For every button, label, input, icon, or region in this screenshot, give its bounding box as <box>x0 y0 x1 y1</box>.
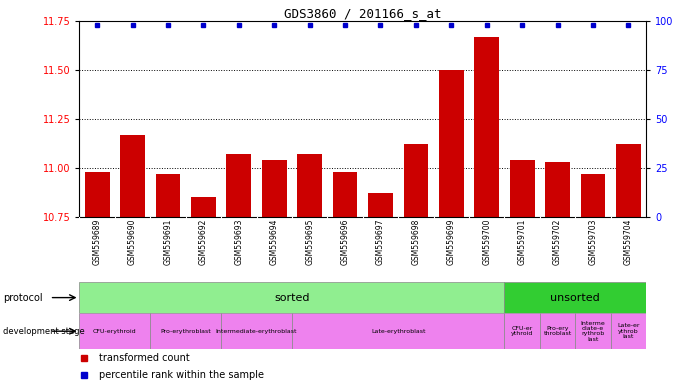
Text: Intermediate-erythroblast: Intermediate-erythroblast <box>216 329 297 334</box>
Bar <box>79 282 504 313</box>
Bar <box>297 154 322 217</box>
Text: unsorted: unsorted <box>551 293 600 303</box>
Text: Interme
diate-e
rythrob
last: Interme diate-e rythrob last <box>580 321 605 342</box>
Text: GSM559693: GSM559693 <box>234 218 243 265</box>
Bar <box>540 313 575 349</box>
Bar <box>504 282 646 313</box>
Text: GSM559696: GSM559696 <box>341 218 350 265</box>
Bar <box>545 162 570 217</box>
Bar <box>474 37 499 217</box>
Text: Late-erythroblast: Late-erythroblast <box>371 329 426 334</box>
Bar <box>85 172 110 217</box>
Bar <box>120 135 145 217</box>
Text: sorted: sorted <box>274 293 310 303</box>
Text: GSM559699: GSM559699 <box>447 218 456 265</box>
Text: GSM559697: GSM559697 <box>376 218 385 265</box>
Bar <box>404 144 428 217</box>
Bar <box>616 144 641 217</box>
Bar <box>79 313 151 349</box>
Text: Late-er
ythrob
last: Late-er ythrob last <box>617 323 640 339</box>
Bar <box>262 160 287 217</box>
Text: GSM559691: GSM559691 <box>164 218 173 265</box>
Bar <box>221 313 292 349</box>
Text: GSM559694: GSM559694 <box>269 218 278 265</box>
Bar <box>332 172 357 217</box>
Text: GSM559703: GSM559703 <box>589 218 598 265</box>
Title: GDS3860 / 201166_s_at: GDS3860 / 201166_s_at <box>284 7 442 20</box>
Bar <box>611 313 646 349</box>
Text: percentile rank within the sample: percentile rank within the sample <box>99 370 264 381</box>
Bar <box>292 313 504 349</box>
Text: GSM559701: GSM559701 <box>518 218 527 265</box>
Text: GSM559690: GSM559690 <box>128 218 137 265</box>
Bar <box>510 160 535 217</box>
Text: protocol: protocol <box>3 293 43 303</box>
Text: GSM559704: GSM559704 <box>624 218 633 265</box>
Bar <box>504 313 540 349</box>
Text: CFU-erythroid: CFU-erythroid <box>93 329 137 334</box>
Bar <box>227 154 252 217</box>
Bar <box>368 194 393 217</box>
Text: Pro-ery
throblast: Pro-ery throblast <box>543 326 571 336</box>
Text: GSM559702: GSM559702 <box>553 218 562 265</box>
Bar <box>151 313 221 349</box>
Bar <box>439 70 464 217</box>
Bar <box>191 197 216 217</box>
Bar <box>155 174 180 217</box>
Text: CFU-er
ythroid: CFU-er ythroid <box>511 326 533 336</box>
Text: GSM559692: GSM559692 <box>199 218 208 265</box>
Text: GSM559700: GSM559700 <box>482 218 491 265</box>
Bar <box>580 174 605 217</box>
Text: development stage: development stage <box>3 327 85 336</box>
Text: transformed count: transformed count <box>99 353 189 363</box>
Text: GSM559689: GSM559689 <box>93 218 102 265</box>
Text: Pro-erythroblast: Pro-erythroblast <box>160 329 211 334</box>
Bar <box>575 313 611 349</box>
Text: GSM559698: GSM559698 <box>411 218 420 265</box>
Text: GSM559695: GSM559695 <box>305 218 314 265</box>
